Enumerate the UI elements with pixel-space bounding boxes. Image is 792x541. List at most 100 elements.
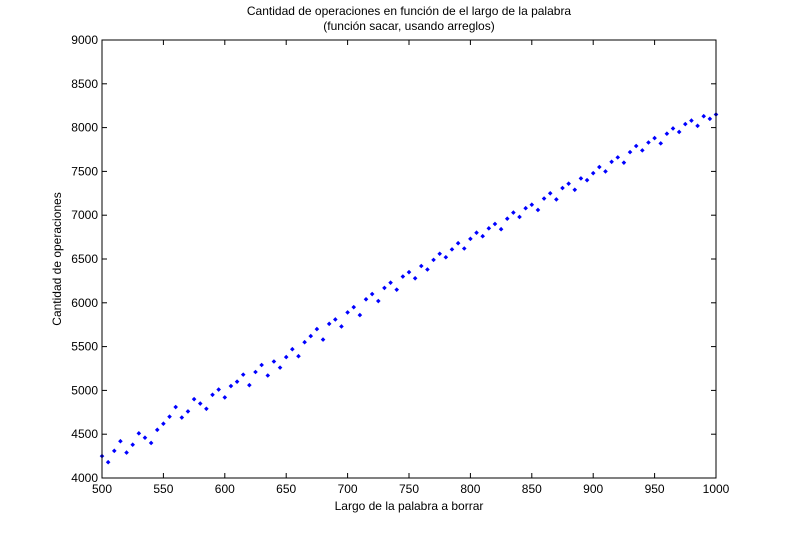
x-tick-label: 950 xyxy=(645,482,665,496)
chart-title: Cantidad de operaciones en función de el… xyxy=(247,4,572,18)
data-point xyxy=(627,149,633,155)
data-point xyxy=(468,236,473,242)
data-point xyxy=(333,317,338,322)
data-point xyxy=(173,404,178,410)
data-point xyxy=(259,362,264,368)
data-point xyxy=(130,442,135,448)
data-point xyxy=(111,448,117,454)
data-point xyxy=(664,131,670,137)
data-point xyxy=(302,339,307,345)
data-point xyxy=(431,257,436,263)
x-tick-label: 850 xyxy=(522,482,542,496)
data-point xyxy=(351,304,357,310)
data-point xyxy=(676,129,682,135)
data-point xyxy=(535,207,541,213)
data-point xyxy=(406,269,412,275)
data-point xyxy=(382,285,387,291)
data-point xyxy=(701,113,707,119)
data-point xyxy=(541,196,547,201)
x-tick-label: 800 xyxy=(460,482,480,496)
y-tick-label: 4000 xyxy=(71,471,98,485)
data-point xyxy=(363,296,369,302)
x-tick-label: 550 xyxy=(153,482,173,496)
x-axis-label: Largo de la palabra a borrar xyxy=(335,499,484,513)
data-point xyxy=(320,337,326,342)
data-point xyxy=(658,141,664,146)
data-point xyxy=(290,346,295,352)
data-point xyxy=(689,118,694,123)
y-tick-label: 6000 xyxy=(71,296,98,310)
data-point xyxy=(621,160,627,165)
data-point xyxy=(511,210,516,215)
data-point xyxy=(161,421,166,426)
x-tick-label: 650 xyxy=(276,482,296,496)
data-point xyxy=(652,135,657,141)
data-point xyxy=(609,159,614,165)
data-point xyxy=(504,216,510,222)
y-tick-label: 7000 xyxy=(71,208,98,222)
y-tick-label: 8500 xyxy=(71,77,98,91)
data-point xyxy=(480,233,485,239)
data-point xyxy=(234,379,240,384)
data-point xyxy=(253,369,258,375)
x-tick-label: 750 xyxy=(399,482,419,496)
data-point xyxy=(590,170,596,176)
y-axis-label: Cantidad de operaciones xyxy=(50,192,64,325)
data-point xyxy=(191,396,197,402)
data-point xyxy=(646,140,651,145)
data-point xyxy=(216,387,221,392)
data-point xyxy=(486,226,492,231)
data-point xyxy=(425,267,430,272)
data-point xyxy=(105,459,111,465)
data-point xyxy=(547,191,553,196)
data-point xyxy=(240,372,246,377)
data-point xyxy=(185,409,191,414)
data-point xyxy=(597,164,602,170)
x-tick-label: 600 xyxy=(215,482,235,496)
data-point xyxy=(683,121,688,127)
data-point xyxy=(345,310,350,315)
data-point xyxy=(584,177,590,183)
data-point xyxy=(560,185,565,191)
data-point xyxy=(529,202,535,207)
data-point xyxy=(357,312,363,318)
y-tick-label: 7500 xyxy=(71,164,98,178)
data-point xyxy=(369,291,375,297)
data-point xyxy=(394,287,400,292)
data-point xyxy=(247,382,252,388)
data-point xyxy=(296,353,301,359)
x-tick-label: 900 xyxy=(583,482,603,496)
y-tick-label: 8000 xyxy=(71,121,98,135)
y-tick-label: 9000 xyxy=(71,33,98,47)
data-point xyxy=(474,230,479,236)
x-tick-label: 1000 xyxy=(703,482,730,496)
data-point xyxy=(578,176,584,181)
data-point xyxy=(517,214,522,220)
data-point xyxy=(412,275,418,281)
data-point xyxy=(136,431,142,436)
data-point xyxy=(314,326,320,332)
data-point xyxy=(210,392,215,398)
data-point xyxy=(449,247,455,252)
data-point xyxy=(154,427,160,433)
x-axis-ticks: 500 550 600 650 700 750 800 850 900 950 1000 xyxy=(92,40,730,496)
y-tick-label: 6500 xyxy=(71,252,98,266)
y-tick-label: 4500 xyxy=(71,427,98,441)
data-point xyxy=(277,365,283,370)
data-point xyxy=(339,324,344,329)
data-point xyxy=(265,373,271,378)
data-point xyxy=(222,395,228,400)
data-point xyxy=(461,246,467,251)
data-point xyxy=(554,197,559,202)
data-point xyxy=(437,251,442,257)
y-tick-label: 5000 xyxy=(71,383,98,397)
chart-subtitle: (función sacar, usando arreglos) xyxy=(323,19,494,33)
data-point xyxy=(271,359,277,364)
data-points xyxy=(99,112,719,465)
data-point xyxy=(670,126,676,131)
data-point xyxy=(443,254,449,260)
data-point xyxy=(228,383,234,389)
